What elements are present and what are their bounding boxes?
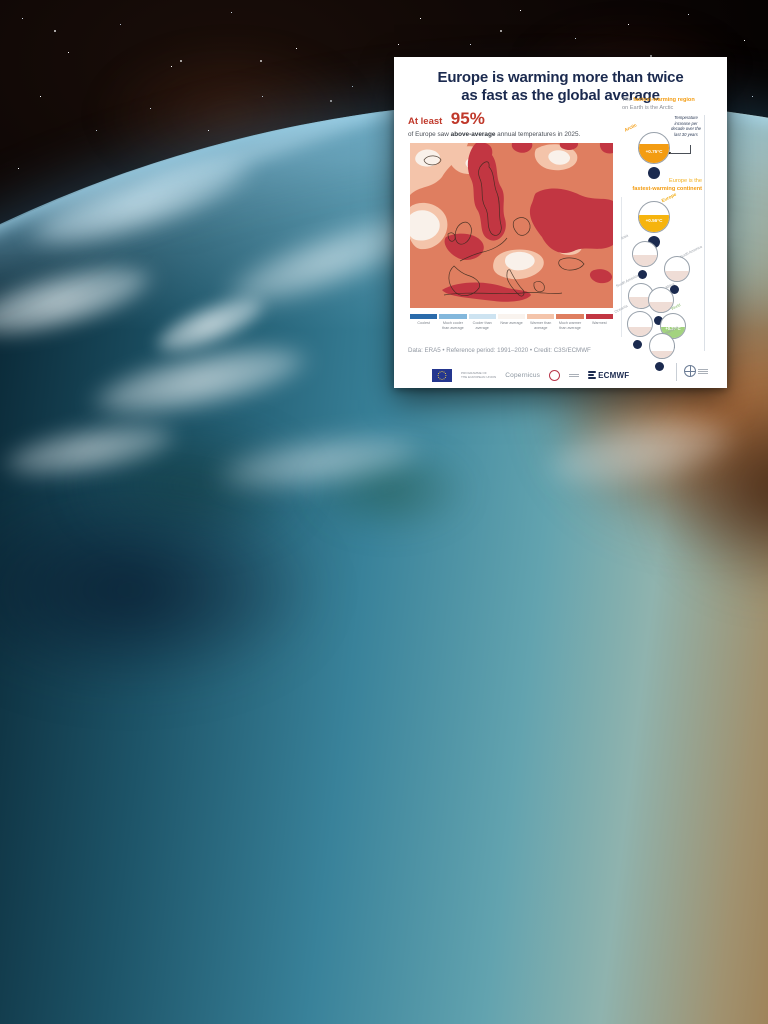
eu-flag-icon bbox=[432, 368, 452, 382]
thermometer-bowl bbox=[649, 333, 675, 359]
legend-item: Near average bbox=[497, 314, 526, 331]
thermometer-bulb bbox=[655, 362, 664, 371]
legend-chip bbox=[410, 314, 438, 319]
thermometer-bulb bbox=[654, 316, 663, 325]
thermometer-bowl: +0.75°C bbox=[638, 132, 670, 164]
callout-note: Temperature increase per decade over the… bbox=[670, 115, 702, 138]
legend-item: Coolest bbox=[410, 314, 438, 331]
wmo-logo bbox=[684, 365, 708, 377]
thermometer-asia: Asia bbox=[620, 234, 658, 279]
legend-item: Warmer than average bbox=[527, 314, 555, 331]
logo-divider bbox=[676, 363, 677, 381]
panel-divider bbox=[621, 197, 622, 337]
thermometer-bulb bbox=[670, 285, 679, 294]
stat-value: 95% bbox=[450, 109, 485, 128]
legend-chip bbox=[439, 314, 467, 319]
c3s-logo-text bbox=[569, 373, 580, 377]
panel-heading-arctic: The fastest-warming region on Earth is t… bbox=[622, 97, 695, 111]
thermometer-africa: Africa bbox=[648, 282, 675, 325]
stat-description: of Europe saw above-average annual tempe… bbox=[408, 131, 581, 138]
thermometer-north-america: North America bbox=[664, 245, 703, 294]
callout-connector bbox=[690, 145, 691, 154]
thermometer-arctic: Arctic +0.75°C bbox=[624, 122, 670, 179]
thermometer-oceania: Oceania bbox=[614, 304, 653, 349]
thermometer-bulb bbox=[648, 167, 660, 179]
thermometer-bowl bbox=[664, 256, 690, 282]
panel-divider bbox=[704, 115, 705, 351]
legend-item: Cooler than average bbox=[468, 314, 496, 331]
legend-item: Much warmer than average bbox=[556, 314, 584, 331]
c3s-logo-icon bbox=[549, 369, 561, 381]
thermometer-antarctica: Antarctica bbox=[649, 325, 679, 371]
legend-chip bbox=[585, 314, 613, 319]
eu-programme-label: PROGRAMME OF THE EUROPEAN UNION bbox=[461, 370, 497, 379]
ecmwf-logo-icon bbox=[588, 370, 597, 380]
wmo-globe-icon bbox=[684, 365, 696, 377]
data-credit: Data: ERA5 • Reference period: 1991–2020… bbox=[408, 347, 591, 354]
panel-heading-europe: Europe is the fastest-warming continent bbox=[632, 178, 702, 192]
map-legend: Coolest Much cooler than average Cooler … bbox=[410, 314, 613, 331]
headline-stat: At least 95% bbox=[408, 109, 628, 129]
thermometer-bowl bbox=[632, 241, 658, 267]
legend-item: Warmest bbox=[585, 314, 613, 331]
europe-anomaly-map bbox=[410, 143, 613, 308]
stars bbox=[0, 0, 2, 2]
callout-connector bbox=[671, 153, 690, 154]
page-title: Europe is warming more than twice as fas… bbox=[394, 69, 727, 104]
ecmwf-logo: ECMWF bbox=[588, 371, 629, 380]
legend-chip bbox=[468, 314, 496, 319]
wmo-logo-text bbox=[698, 368, 708, 374]
legend-chip bbox=[497, 314, 526, 319]
thermometer-europe: Europe +0.56°C bbox=[638, 192, 677, 248]
copernicus-logo: Copernicus bbox=[505, 371, 541, 379]
thermometer-bowl bbox=[627, 311, 653, 337]
thermometer-bowl: +0.56°C bbox=[638, 201, 670, 233]
title-line2: as fast as the global average bbox=[461, 86, 660, 104]
legend-item: Much cooler than average bbox=[439, 314, 467, 331]
thermometer-bulb bbox=[638, 270, 647, 279]
stat-prefix: At least bbox=[408, 116, 443, 127]
logo-row: PROGRAMME OF THE EUROPEAN UNION Copernic… bbox=[432, 363, 672, 387]
infographic-card: Europe is warming more than twice as fas… bbox=[394, 57, 727, 388]
title-line1: Europe is warming more than twice bbox=[437, 69, 684, 86]
thermometer-bowl bbox=[648, 287, 674, 313]
legend-chip bbox=[556, 314, 584, 319]
thermometer-bulb bbox=[633, 340, 642, 349]
legend-chip bbox=[527, 314, 555, 319]
